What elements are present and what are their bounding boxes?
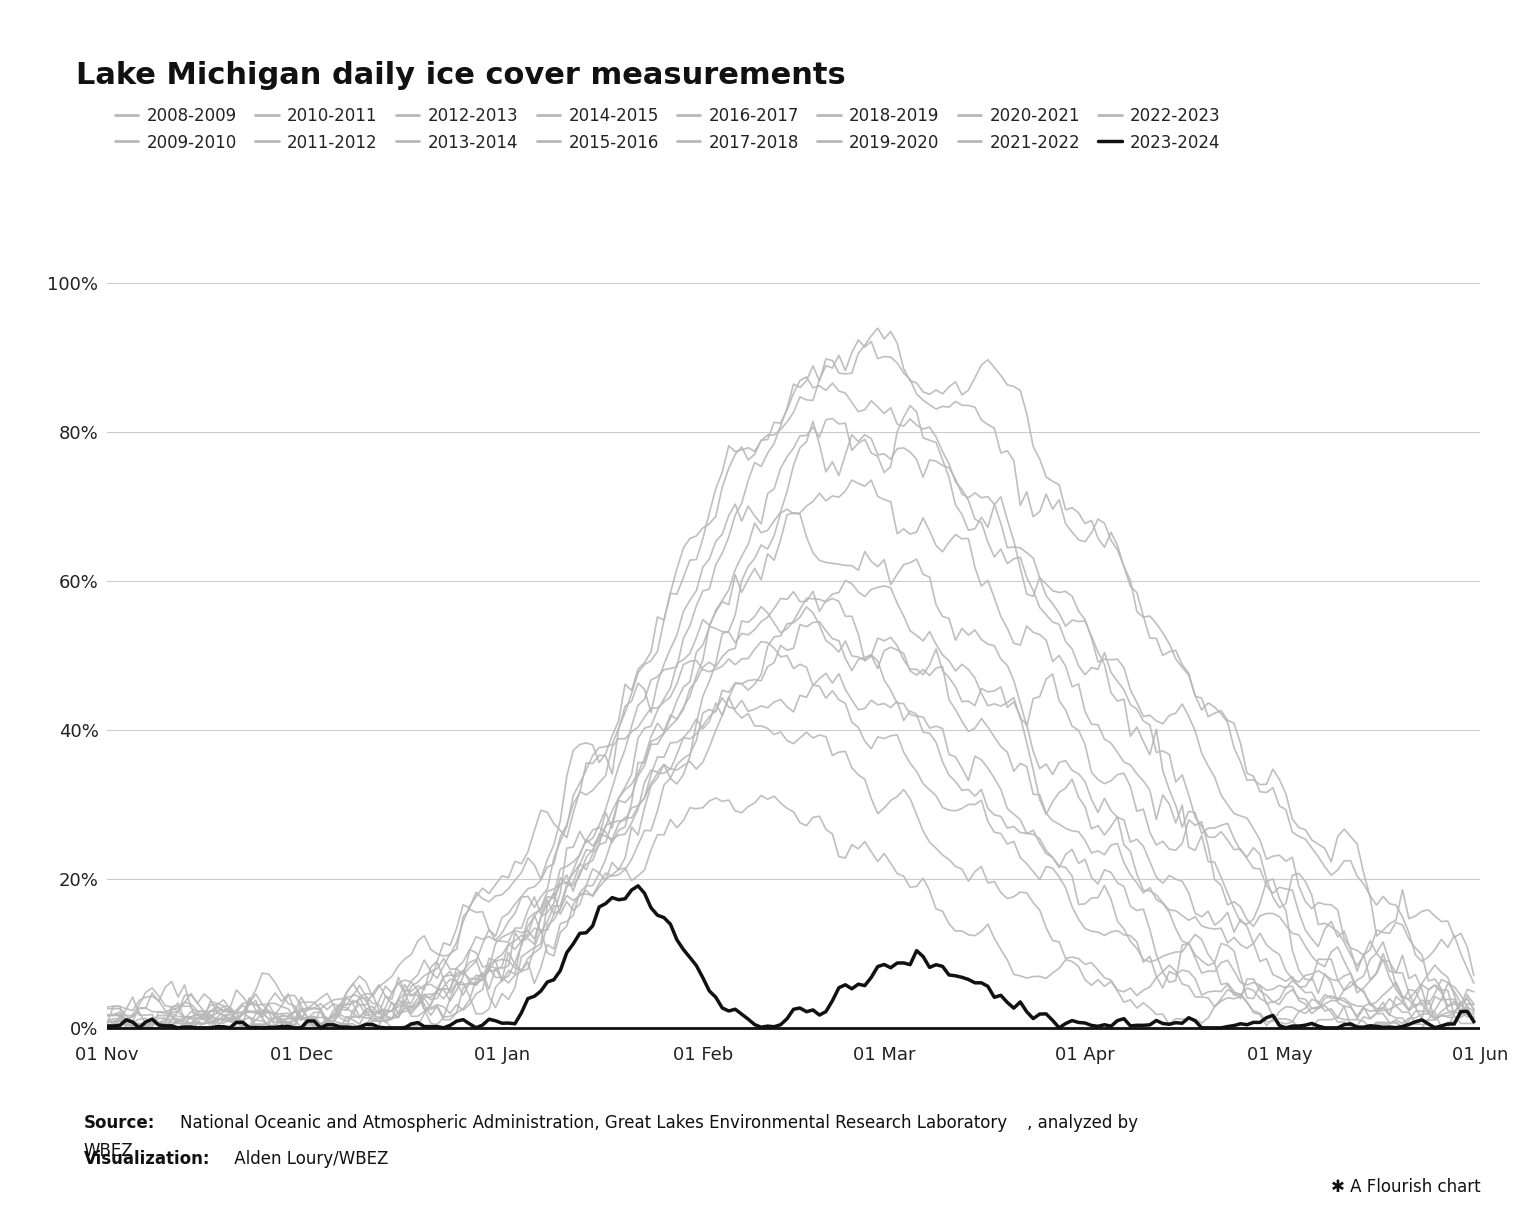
Legend: 2008-2009, 2009-2010, 2010-2011, 2011-2012, 2012-2013, 2013-2014, 2014-2015, 201: 2008-2009, 2009-2010, 2010-2011, 2011-20… (114, 107, 1221, 152)
Text: Alden Loury/WBEZ: Alden Loury/WBEZ (229, 1150, 388, 1168)
Text: ✱ A Flourish chart: ✱ A Flourish chart (1331, 1178, 1480, 1196)
Text: Lake Michigan daily ice cover measurements: Lake Michigan daily ice cover measuremen… (76, 61, 845, 90)
Text: Source:: Source: (84, 1114, 156, 1133)
Text: WBEZ: WBEZ (84, 1142, 134, 1161)
Text: Visualization:: Visualization: (84, 1150, 211, 1168)
Text: National Oceanic and Atmospheric Administration, Great Lakes Environmental Resea: National Oceanic and Atmospheric Adminis… (180, 1114, 1007, 1133)
Text: , analyzed by: , analyzed by (1027, 1114, 1138, 1133)
